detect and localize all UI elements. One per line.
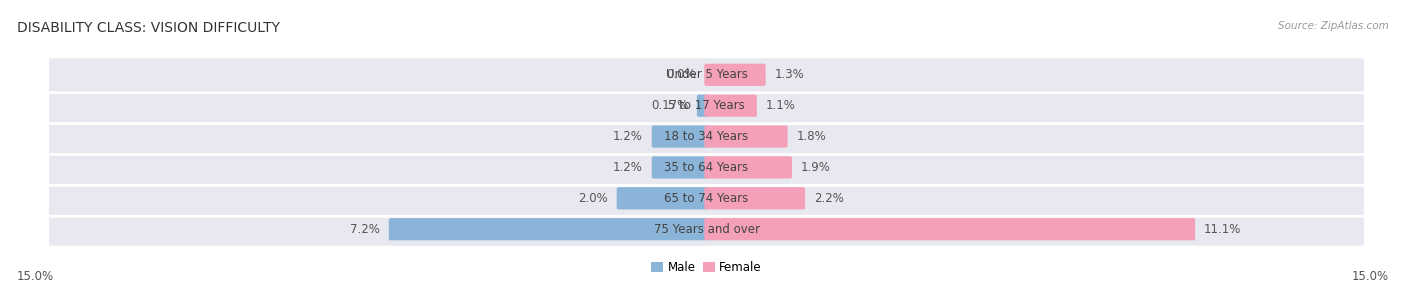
FancyBboxPatch shape [704,126,787,148]
Text: 15.0%: 15.0% [1353,270,1389,283]
FancyBboxPatch shape [389,218,709,240]
FancyBboxPatch shape [617,187,709,209]
Text: 2.2%: 2.2% [814,192,844,205]
Text: 7.2%: 7.2% [350,223,380,236]
Text: 18 to 34 Years: 18 to 34 Years [665,130,748,143]
Text: Source: ZipAtlas.com: Source: ZipAtlas.com [1278,21,1389,31]
Legend: Male, Female: Male, Female [647,256,766,278]
Text: 0.17%: 0.17% [651,99,688,112]
Text: 15.0%: 15.0% [17,270,53,283]
Text: Under 5 Years: Under 5 Years [665,68,748,81]
FancyBboxPatch shape [697,95,709,117]
FancyBboxPatch shape [46,88,1367,124]
FancyBboxPatch shape [704,187,806,209]
Text: 1.2%: 1.2% [613,161,643,174]
Text: 5 to 17 Years: 5 to 17 Years [668,99,745,112]
FancyBboxPatch shape [704,95,756,117]
Text: 1.8%: 1.8% [796,130,827,143]
FancyBboxPatch shape [704,218,1195,240]
Text: 1.9%: 1.9% [801,161,831,174]
FancyBboxPatch shape [652,126,709,148]
Text: 0.0%: 0.0% [666,68,696,81]
Text: 75 Years and over: 75 Years and over [654,223,759,236]
FancyBboxPatch shape [46,150,1367,185]
Text: 1.3%: 1.3% [775,68,804,81]
Text: 35 to 64 Years: 35 to 64 Years [665,161,748,174]
FancyBboxPatch shape [652,156,709,178]
FancyBboxPatch shape [704,64,766,86]
FancyBboxPatch shape [46,57,1367,93]
Text: DISABILITY CLASS: VISION DIFFICULTY: DISABILITY CLASS: VISION DIFFICULTY [17,21,280,35]
Text: 11.1%: 11.1% [1204,223,1241,236]
FancyBboxPatch shape [704,156,792,178]
FancyBboxPatch shape [46,180,1367,216]
Text: 1.2%: 1.2% [613,130,643,143]
FancyBboxPatch shape [46,119,1367,154]
FancyBboxPatch shape [46,211,1367,247]
Text: 2.0%: 2.0% [578,192,607,205]
Text: 1.1%: 1.1% [766,99,796,112]
Text: 65 to 74 Years: 65 to 74 Years [665,192,748,205]
